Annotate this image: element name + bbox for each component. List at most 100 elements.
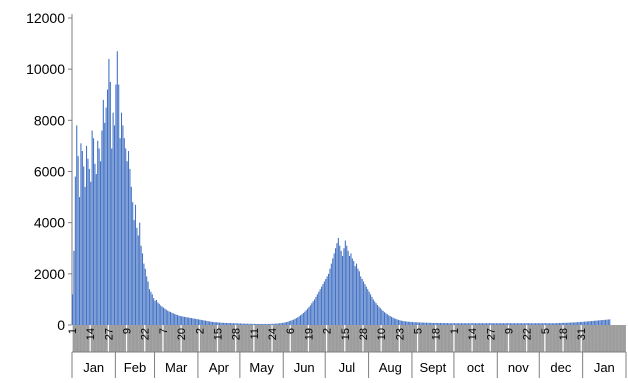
day-tick-label: 18 (558, 328, 570, 340)
bar (333, 253, 335, 325)
bar (473, 323, 475, 325)
bar (120, 112, 123, 325)
bar (203, 320, 205, 325)
bar (466, 323, 468, 325)
bar (119, 138, 121, 325)
bar (101, 130, 103, 325)
bar (210, 321, 212, 325)
bar (505, 323, 507, 325)
bar (425, 322, 428, 325)
bar (432, 322, 435, 325)
bar (540, 323, 542, 325)
bar (605, 319, 607, 325)
bar (456, 323, 458, 325)
day-tick-label: 19 (303, 328, 315, 340)
bar (515, 323, 517, 325)
bar (530, 323, 532, 325)
bar (509, 323, 511, 325)
bar (92, 138, 95, 325)
bar (283, 322, 285, 325)
bar (241, 323, 243, 325)
bar (411, 322, 414, 325)
bar (483, 323, 485, 325)
bar (328, 273, 330, 325)
bar (451, 323, 453, 325)
bar (176, 315, 179, 325)
bar (237, 323, 239, 325)
bar (571, 322, 573, 325)
bar (133, 220, 135, 325)
date-band: 1 14 27 9 22 7 20 2 15 28 11 24 6 19 2 15 28 10 23 5 18 1 14 27… (67, 325, 626, 352)
bar (258, 323, 260, 325)
bar (607, 319, 609, 325)
bar (553, 323, 555, 325)
bar (567, 322, 569, 325)
bar (358, 271, 360, 325)
bar (346, 245, 348, 325)
bar (516, 323, 518, 325)
bar (157, 302, 159, 325)
bar (491, 323, 493, 325)
bar (453, 323, 456, 325)
bar (321, 286, 323, 326)
day-tick-label: 14 (85, 328, 97, 340)
bar (143, 263, 145, 325)
bar (231, 323, 233, 325)
bar (474, 323, 476, 325)
bar (251, 323, 253, 325)
bar (390, 316, 393, 325)
bar (497, 323, 499, 325)
bar (481, 323, 483, 325)
bar (397, 319, 400, 325)
bar (311, 303, 313, 325)
bar (479, 323, 481, 325)
bar (105, 107, 107, 325)
bar (351, 258, 353, 325)
bar (588, 321, 590, 325)
bar (293, 319, 295, 325)
bar (73, 250, 75, 325)
bar (179, 316, 181, 325)
bar (185, 317, 187, 325)
bar (202, 320, 204, 325)
bar (525, 323, 527, 325)
y-tick-label: 2000 (34, 266, 65, 282)
month-label: Aug (379, 360, 402, 375)
bar (502, 323, 504, 325)
y-tick-label: 12000 (26, 10, 65, 26)
bar (220, 322, 222, 325)
bar (591, 321, 593, 325)
bar (404, 321, 407, 325)
bar (532, 323, 534, 325)
bar (76, 125, 78, 325)
bar (536, 323, 538, 325)
month-axis: Jan Feb Mar Apr May Jun Jul Aug Sept oct nov dec Jan (71, 351, 627, 378)
bar (171, 312, 173, 325)
day-tick-label: 28 (231, 328, 243, 340)
bar (595, 320, 597, 325)
bar (494, 323, 496, 325)
bar (279, 323, 281, 325)
bar (74, 176, 76, 325)
bar (188, 317, 190, 325)
bar (406, 321, 408, 325)
bar (354, 266, 356, 325)
bar (248, 323, 250, 325)
bar (106, 89, 109, 325)
day-tick-label: 11 (249, 328, 261, 339)
bars (72, 51, 611, 326)
bar (112, 112, 114, 325)
bar (396, 319, 398, 325)
bar (150, 291, 152, 325)
bar (213, 322, 215, 325)
bar (323, 281, 325, 325)
bar (572, 322, 574, 325)
bar (400, 320, 402, 325)
month-label: Sept (420, 360, 447, 375)
bar (374, 301, 376, 325)
bar (504, 323, 506, 325)
month-label: nov (508, 360, 529, 375)
day-tick-label: 5 (540, 328, 552, 334)
bar (403, 321, 405, 325)
bar (606, 319, 608, 325)
